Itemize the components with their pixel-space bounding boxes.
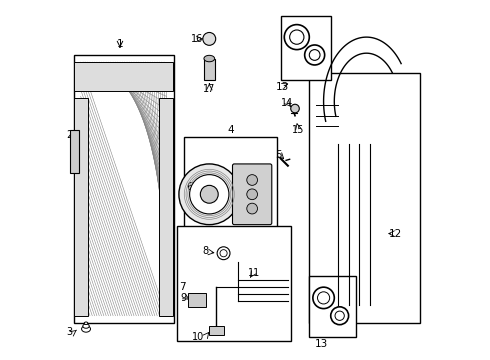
Bar (281, 16, 331, 80)
Bar (74, 62, 173, 91)
Text: 13: 13 (276, 82, 289, 92)
Ellipse shape (204, 55, 215, 62)
Circle shape (335, 311, 344, 320)
Bar (70, 130, 79, 173)
Circle shape (309, 50, 320, 60)
Text: 13: 13 (315, 339, 328, 348)
Circle shape (203, 32, 216, 45)
Circle shape (247, 203, 258, 214)
Text: 5: 5 (275, 150, 282, 160)
Circle shape (200, 185, 218, 203)
Text: 11: 11 (248, 268, 260, 278)
Bar (184, 137, 277, 244)
Bar (74, 98, 88, 316)
Text: 4: 4 (227, 125, 234, 135)
Bar (188, 293, 206, 307)
Circle shape (217, 247, 230, 260)
Bar (74, 55, 173, 323)
Circle shape (331, 307, 348, 325)
Circle shape (284, 24, 309, 50)
Text: 3: 3 (67, 327, 73, 337)
Text: 12: 12 (389, 229, 402, 239)
Ellipse shape (83, 324, 89, 328)
FancyBboxPatch shape (232, 164, 272, 225)
Circle shape (305, 45, 325, 65)
Text: 8: 8 (203, 247, 209, 256)
Bar (159, 98, 173, 316)
Text: 17: 17 (203, 84, 216, 94)
Circle shape (291, 104, 299, 113)
Text: 14: 14 (281, 98, 293, 108)
Bar (204, 59, 215, 80)
Text: 6: 6 (186, 182, 193, 192)
Ellipse shape (84, 322, 88, 324)
Text: 7: 7 (179, 282, 186, 292)
Bar (81, 62, 167, 316)
Bar (309, 73, 420, 323)
Circle shape (220, 249, 227, 257)
Circle shape (247, 175, 258, 185)
Text: 15: 15 (292, 125, 304, 135)
Bar (309, 276, 356, 337)
Circle shape (313, 287, 334, 309)
Ellipse shape (81, 326, 91, 332)
Text: 16: 16 (191, 34, 203, 44)
Text: 9: 9 (180, 293, 186, 303)
Circle shape (179, 164, 240, 225)
Circle shape (190, 175, 229, 214)
Bar (209, 327, 223, 336)
Bar (177, 226, 292, 341)
Text: 1: 1 (117, 39, 123, 49)
Circle shape (290, 30, 304, 44)
Text: 2: 2 (67, 130, 73, 140)
Circle shape (247, 189, 258, 200)
Text: 10: 10 (192, 332, 204, 342)
Circle shape (318, 292, 330, 304)
